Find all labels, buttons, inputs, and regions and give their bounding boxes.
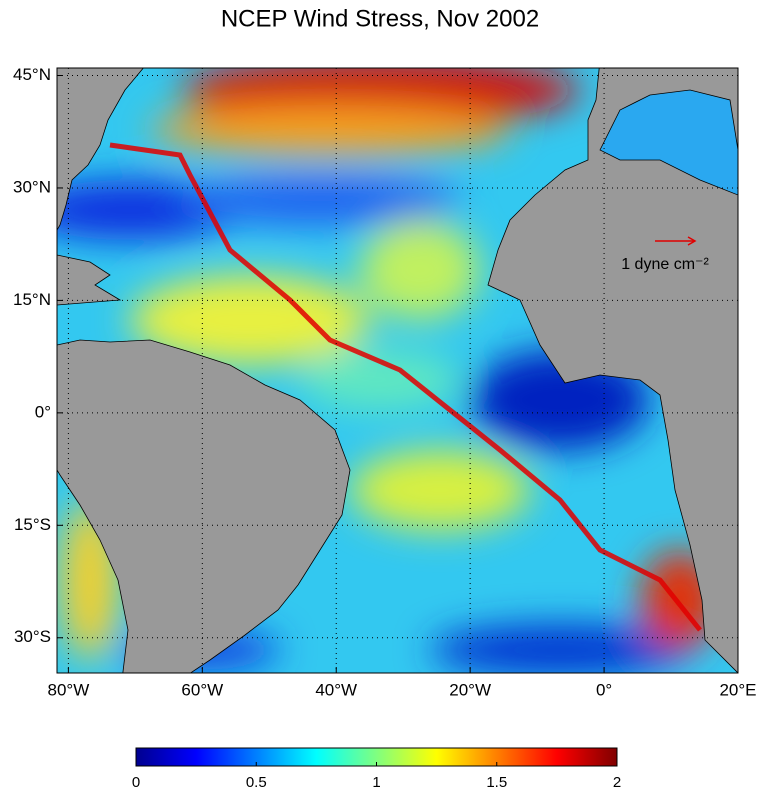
x-tick-label: 60°W [181, 680, 223, 699]
y-tick-label: 15°S [14, 515, 51, 534]
grid [57, 68, 738, 673]
plot-area [57, 68, 738, 673]
y-tick-label: 0° [35, 402, 51, 421]
plot-frame [56, 67, 739, 674]
colorbar-tick-label: 0.5 [246, 774, 267, 791]
scale-label: 1 dyne cm⁻² [621, 256, 709, 273]
mediterranean [599, 89, 738, 196]
stress-track [109, 142, 702, 632]
y-tick-label: 15°N [13, 290, 51, 309]
y-tick-label: 45°N [13, 65, 51, 84]
y-tick-label: 30°N [13, 177, 51, 196]
scale-arrowhead [687, 236, 697, 246]
colorbar-tick-label: 2 [613, 774, 621, 791]
land [57, 68, 738, 673]
y-tick-label: 30°S [14, 627, 51, 646]
x-tick-label: 20°W [449, 680, 491, 699]
x-tick-label: 0° [596, 680, 612, 699]
colorbar-tick-label: 1 [372, 774, 380, 791]
x-tick-label: 40°W [315, 680, 357, 699]
x-tick-label: 80°W [48, 680, 90, 699]
x-tick-label: 20°E [719, 680, 756, 699]
stress-field [57, 68, 720, 673]
colorbar-tick-label: 0 [132, 774, 140, 791]
colorbar-tick-label: 1.5 [486, 774, 507, 791]
title: NCEP Wind Stress, Nov 2002 [221, 5, 539, 32]
